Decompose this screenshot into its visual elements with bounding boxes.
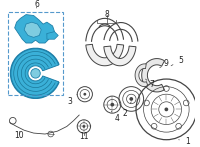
Text: 3: 3 xyxy=(67,94,77,106)
Circle shape xyxy=(164,107,168,111)
Circle shape xyxy=(129,97,133,101)
Text: 10: 10 xyxy=(15,131,24,140)
Text: 6: 6 xyxy=(34,0,39,9)
Circle shape xyxy=(31,69,40,78)
Polygon shape xyxy=(11,49,59,98)
Polygon shape xyxy=(15,15,54,43)
Polygon shape xyxy=(86,44,124,66)
Circle shape xyxy=(82,125,85,128)
Text: 9: 9 xyxy=(160,59,169,68)
Text: 4: 4 xyxy=(111,111,120,123)
Circle shape xyxy=(83,93,86,96)
Polygon shape xyxy=(142,59,164,92)
Polygon shape xyxy=(135,64,148,87)
Text: 1: 1 xyxy=(179,137,190,146)
Text: 7: 7 xyxy=(146,79,155,89)
Polygon shape xyxy=(24,22,41,37)
Text: 2: 2 xyxy=(122,102,131,118)
Text: 8: 8 xyxy=(104,10,109,19)
Polygon shape xyxy=(47,32,58,39)
Polygon shape xyxy=(104,46,136,66)
Text: 5: 5 xyxy=(171,56,183,66)
Bar xyxy=(8,12,63,95)
Circle shape xyxy=(110,103,114,107)
Text: 11: 11 xyxy=(79,132,89,141)
